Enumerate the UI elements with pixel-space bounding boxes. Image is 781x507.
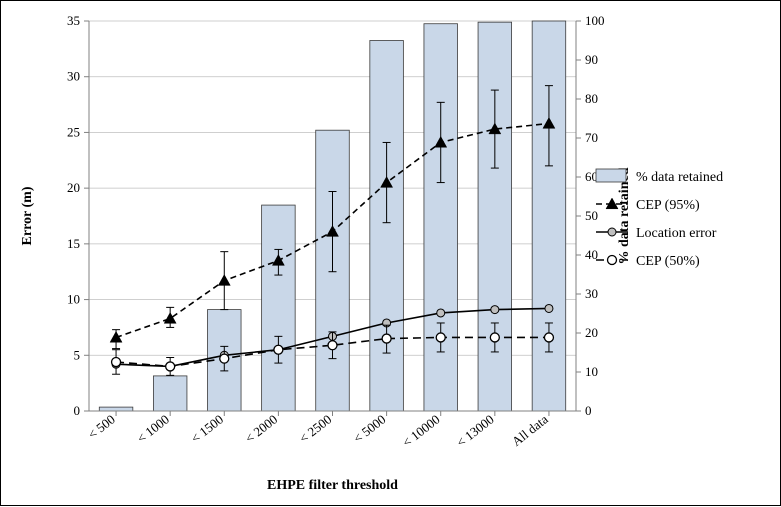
x-tick-label: < 1500 (188, 412, 226, 446)
y-left-tick-label: 15 (67, 236, 80, 251)
y-right-tick-label: 70 (585, 130, 598, 145)
y-right-tick-label: 10 (585, 364, 598, 379)
marker-circle-open-icon (274, 345, 283, 354)
y-right-tick-label: 100 (585, 13, 605, 28)
marker-circle-open-icon (382, 334, 391, 343)
y-left-tick-label: 25 (67, 124, 80, 139)
legend-label: CEP (50%) (636, 254, 700, 269)
y-left-tick-label: 35 (67, 13, 80, 28)
legend-label: Location error (636, 226, 717, 241)
marker-circle-open-icon (544, 333, 553, 342)
chart-svg: 051015202530350102030405060708090100< 50… (1, 1, 781, 507)
y-right-tick-label: 0 (585, 403, 592, 418)
y-left-tick-label: 10 (67, 292, 80, 307)
legend: % data retained CEP (95%) Location error CE… (596, 169, 723, 269)
y-left-tick-label: 0 (74, 403, 81, 418)
y-right-tick-label: 30 (585, 286, 598, 301)
marker-circle-open-icon (166, 362, 175, 371)
marker-circle-icon (437, 309, 445, 317)
x-tick-label: < 10000 (399, 412, 442, 450)
bar (262, 205, 296, 411)
legend-label: % data retained (636, 170, 723, 185)
y-right-tick-label: 90 (585, 52, 598, 67)
y-right-tick-label: 50 (585, 208, 598, 223)
marker-circle-icon (491, 306, 499, 314)
y-right-tick-label: 20 (585, 325, 598, 340)
bar (478, 22, 512, 411)
y-left-axis-title: Error (m) (20, 186, 35, 245)
marker-circle-open-icon (112, 357, 121, 366)
x-tick-label: < 13000 (453, 412, 496, 450)
marker-circle-open-icon (328, 341, 337, 350)
bar (153, 376, 187, 411)
marker-circle-open-icon (436, 333, 445, 342)
legend-swatch-bar-icon (596, 169, 626, 182)
x-tick-label: < 2500 (296, 412, 334, 446)
y-left-tick-label: 30 (67, 69, 80, 84)
x-tick-label: < 1000 (134, 412, 172, 446)
bar (424, 24, 458, 411)
x-axis-title: EHPE filter threshold (267, 478, 398, 493)
marker-circle-open-icon (490, 333, 499, 342)
y-left-tick-label: 5 (74, 347, 81, 362)
x-tick-label: < 2000 (242, 412, 280, 446)
y-left-tick-label: 20 (67, 180, 80, 195)
y-right-tick-label: 80 (585, 91, 598, 106)
x-tick-label: < 500 (85, 412, 118, 442)
marker-circle-icon (545, 304, 553, 312)
marker-circle-open-icon (608, 256, 617, 265)
x-tick-label: < 5000 (350, 412, 388, 446)
x-tick-label: All data (509, 411, 551, 449)
bar (99, 407, 133, 411)
bar (532, 21, 566, 411)
legend-label: CEP (95%) (636, 198, 700, 213)
chart-container: 051015202530350102030405060708090100< 50… (0, 0, 781, 506)
marker-circle-icon (608, 228, 616, 236)
marker-circle-open-icon (220, 354, 229, 363)
bar (370, 41, 404, 412)
